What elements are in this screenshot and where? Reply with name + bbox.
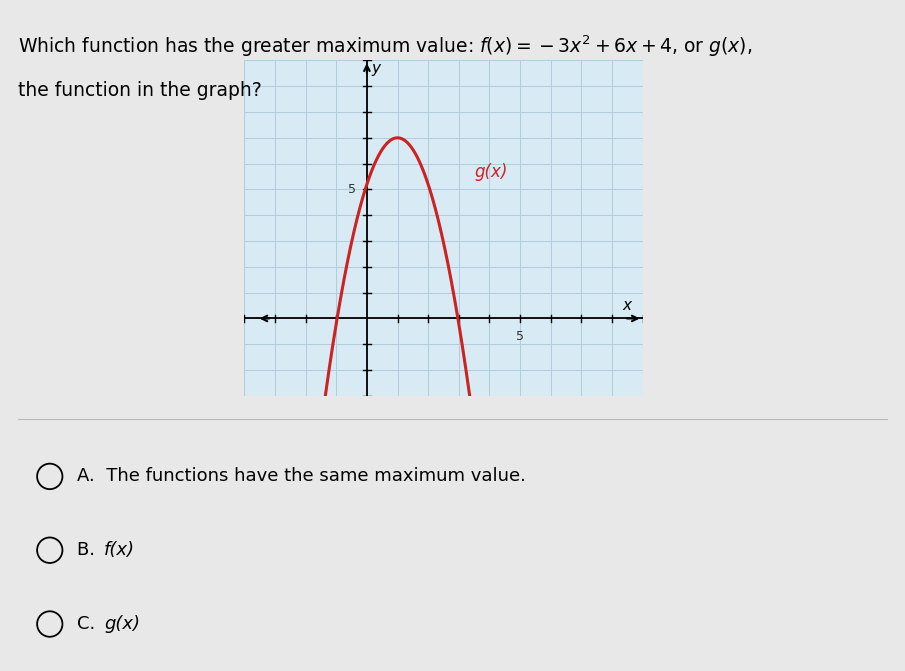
Text: x: x — [623, 298, 632, 313]
Text: 5: 5 — [516, 330, 524, 343]
Text: Which function has the greater maximum value: $f(x) = -3x^2 + 6x + 4$, or $g(x)$: Which function has the greater maximum v… — [18, 34, 752, 59]
Text: C.: C. — [77, 615, 107, 633]
Text: A.  The functions have the same maximum value.: A. The functions have the same maximum v… — [77, 468, 526, 485]
Text: B.: B. — [77, 541, 107, 559]
Text: y: y — [372, 60, 381, 76]
Text: f(x): f(x) — [104, 541, 135, 559]
Text: g(x): g(x) — [474, 162, 508, 180]
Text: g(x): g(x) — [104, 615, 140, 633]
Text: the function in the graph?: the function in the graph? — [18, 81, 262, 99]
Text: 5: 5 — [348, 183, 357, 196]
